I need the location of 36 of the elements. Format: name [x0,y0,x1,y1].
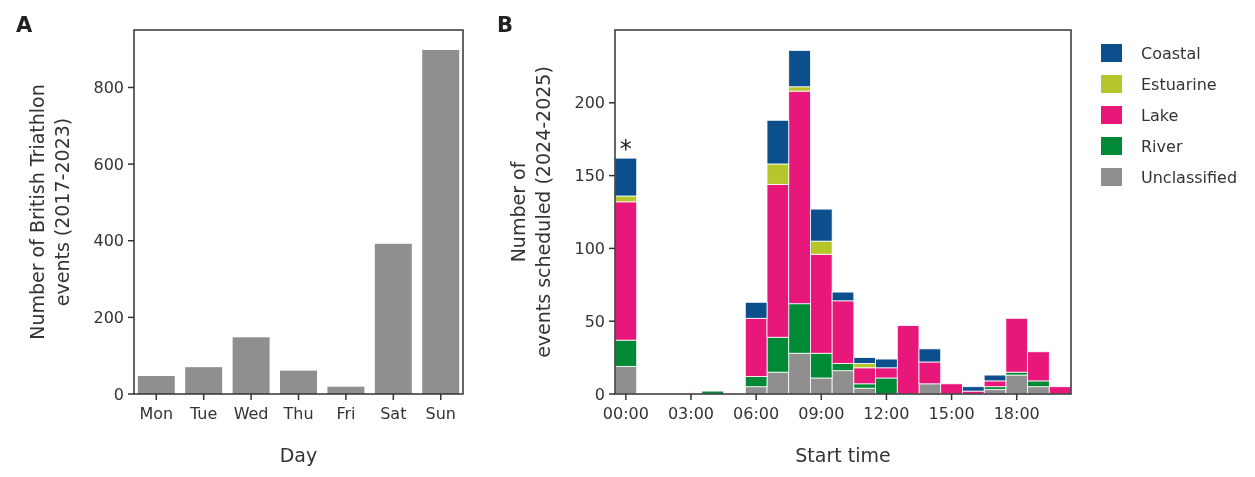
y-tick-label: 600 [93,154,124,174]
x-tick-label: Tue [189,404,218,423]
legend-label: Coastal [1141,43,1201,63]
legend-label: River [1141,136,1183,156]
x-tick-label: 03:00 [667,404,715,423]
y-tick-label: 50 [584,311,605,331]
x-axis-title: Day [279,444,318,466]
x-tick-label: 09:00 [798,404,845,423]
x-tick-label: Fri [336,404,356,423]
y-axis-title: Number of events scheduled (2024-2025) [507,66,554,358]
chart-title: A [16,13,33,37]
y-tick-label: 100 [574,239,605,258]
annotation: * [619,135,632,164]
x-tick-label: Mon [139,404,174,423]
y-tick-label: 0 [594,384,605,404]
x-tick-label: Sat [380,404,407,423]
x-tick-label: Wed [233,404,269,423]
x-tick-label: 00:00 [602,404,649,423]
chart-title: B [497,13,514,37]
x-tick-label: 12:00 [863,404,910,423]
x-tick-label: 15:00 [928,404,975,423]
x-tick-label: 06:00 [733,404,780,423]
y-tick-label: 800 [93,78,124,98]
y-tick-label: 150 [574,166,605,186]
legend-label: Lake [1141,105,1179,125]
y-axis-title: Number of British Triathlon events (2017-2023) [26,84,73,340]
x-tick-label: Thu [282,404,314,423]
legend-label: Estuarine [1141,74,1217,94]
y-tick-label: 200 [93,307,124,327]
y-tick-label: 0 [113,384,124,404]
x-tick-label: 18:00 [993,404,1040,423]
legend-label: Unclassified [1141,167,1238,187]
x-tick-label: Sun [425,404,456,423]
y-tick-label: 200 [574,93,605,113]
y-tick-label: 400 [93,231,124,251]
x-axis-title: Start time [795,444,891,466]
